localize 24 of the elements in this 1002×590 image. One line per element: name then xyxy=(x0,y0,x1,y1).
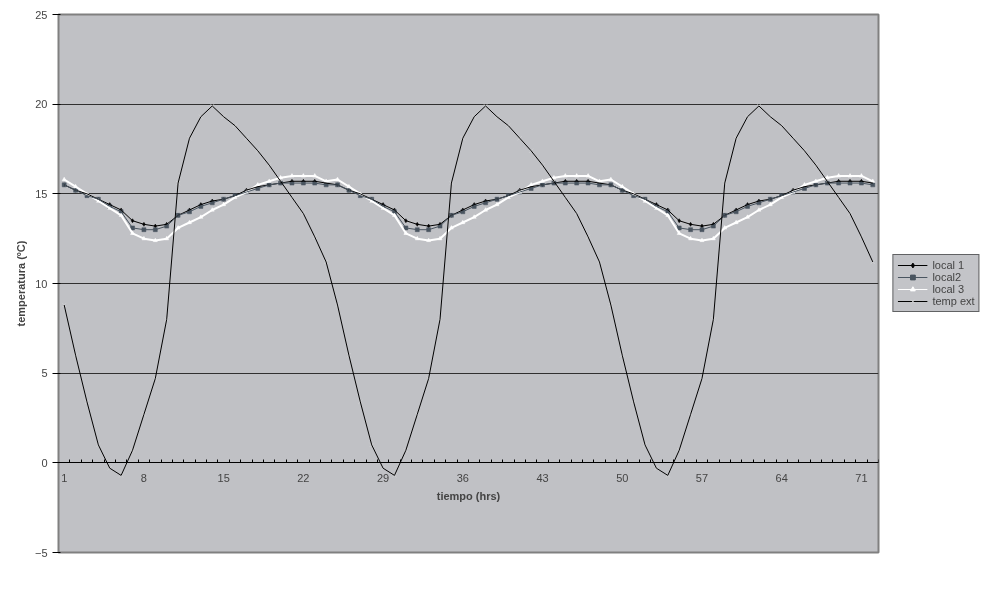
y-tick-label: 5 xyxy=(41,367,48,380)
x-tick-label: 29 xyxy=(376,471,390,484)
legend-label: temp ext xyxy=(932,295,975,307)
y-tick-label: 0 xyxy=(41,456,48,469)
x-tick-label: 1 xyxy=(61,471,68,484)
legend-label: local 1 xyxy=(932,259,965,271)
legend-label: local2 xyxy=(932,271,962,283)
y-axis-title: temperatura (ºC) xyxy=(14,240,27,327)
x-tick-label: 71 xyxy=(855,471,868,484)
x-tick-label: 57 xyxy=(695,471,709,484)
x-tick-label: 50 xyxy=(616,471,629,484)
x-tick-label: 36 xyxy=(456,471,469,484)
x-tick-label: 22 xyxy=(297,471,310,484)
y-tick-label: 15 xyxy=(35,187,48,200)
x-tick-label: 64 xyxy=(775,471,788,484)
y-tick-label: 20 xyxy=(35,98,48,111)
legend-label: local 3 xyxy=(932,283,965,295)
y-tick-label: 10 xyxy=(35,277,48,290)
x-axis-title: tiempo (hrs) xyxy=(436,489,501,502)
y-tick-label: −5 xyxy=(34,546,48,559)
y-tick-label: 25 xyxy=(35,8,48,21)
x-tick-label: 15 xyxy=(217,471,230,484)
x-tick-label: 43 xyxy=(536,471,549,484)
x-tick-label: 8 xyxy=(140,471,147,484)
